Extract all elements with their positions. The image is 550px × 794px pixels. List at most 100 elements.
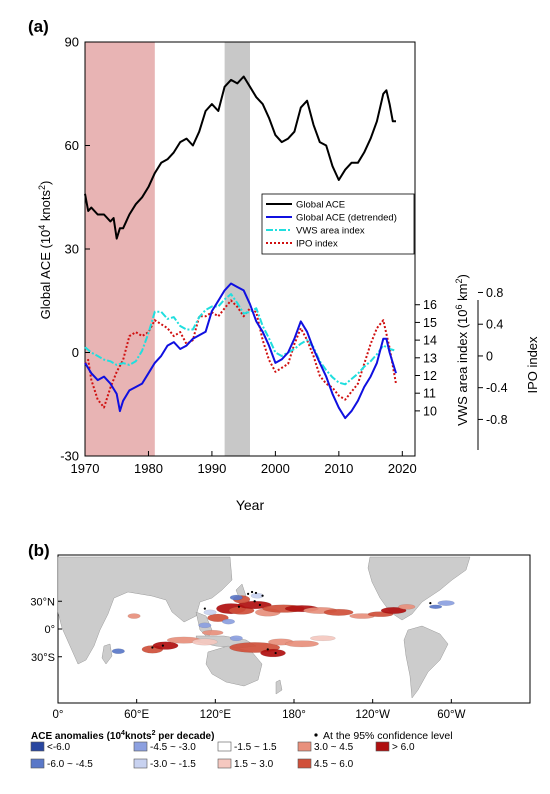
confidence-dot — [266, 648, 269, 651]
anomaly-patch — [437, 600, 455, 606]
y-tick-label-left: 60 — [65, 138, 79, 153]
anomaly-patch — [429, 604, 443, 609]
series-vws-area-index — [84, 293, 397, 386]
series-ipo-index — [84, 299, 397, 409]
legend-class-swatch — [133, 758, 148, 769]
y-tick-label-left: -30 — [60, 449, 79, 464]
y-tick-label-ipo: -0.4 — [486, 381, 508, 395]
confidence-dot — [151, 646, 154, 649]
anomaly-patch — [201, 629, 224, 636]
lon-tick-label: 60°W — [437, 709, 465, 721]
y-tick-label-ipo: -0.8 — [486, 413, 508, 427]
anomaly-patch — [260, 648, 286, 658]
confidence-dot — [161, 644, 164, 647]
map — [57, 554, 531, 704]
legend-label-ipo: IPO index — [296, 239, 338, 250]
y-tick-label-ipo: 0.4 — [486, 318, 503, 332]
confidence-dot — [250, 590, 254, 594]
confidence-dot — [203, 607, 206, 610]
anomaly-patch — [310, 635, 336, 642]
anomaly-patch — [127, 613, 141, 619]
anomaly-patch — [380, 607, 407, 614]
shaded-period-1 — [224, 42, 250, 456]
legend-class-swatch — [30, 741, 45, 752]
anomaly-patch — [284, 640, 319, 648]
y-tick-label-vws: 13 — [423, 351, 437, 365]
x-tick-label: 1990 — [197, 461, 226, 476]
legend-class-label: > 6.0 — [392, 742, 415, 753]
land-new-zealand — [275, 679, 283, 695]
legend-class-swatch — [297, 741, 312, 752]
y-tick-label-vws: 16 — [423, 298, 437, 312]
map-lon-axis: 0° 60°E 120°E 180° 120°W 60°W — [53, 699, 466, 721]
legend-class-label: 3.0 ~ 4.5 — [314, 742, 354, 753]
lon-tick-label: 180° — [282, 709, 306, 721]
confidence-dot — [253, 600, 256, 603]
ace-anomaly-patches — [111, 592, 455, 658]
confidence-dots — [151, 590, 432, 655]
y-axis-left: -30 0 30 60 90 — [60, 35, 90, 464]
y-tick-label-left: 0 — [72, 345, 79, 360]
confidence-dot — [261, 594, 264, 597]
anomaly-patch — [198, 622, 212, 629]
x-tick-label: 2000 — [261, 461, 290, 476]
anomaly-patch — [323, 608, 354, 616]
y-axis-ipo: -0.8 -0.4 0 0.4 0.8 — [478, 286, 508, 427]
anomaly-patch — [221, 618, 235, 625]
shaded-period-0 — [85, 42, 155, 456]
legend-a: Global ACE Global ACE (detrended) VWS ar… — [261, 193, 415, 255]
legend-label-vws: VWS area index — [296, 226, 365, 237]
legend-label-ace: Global ACE — [296, 200, 345, 211]
map-lat-axis: 30°N 0° 30°S — [30, 596, 62, 664]
y-axis-vws: 10 11 12 13 14 15 16 — [415, 298, 437, 418]
class-legend-items: <-6.0 -6.0 ~ -4.5 -4.5 ~ -3.0 -3.0 ~ -1.5 -1… — [30, 741, 415, 770]
y-tick-label-left: 30 — [65, 242, 79, 257]
y-tick-label-vws: 11 — [423, 387, 436, 401]
legend-class-swatch — [375, 741, 390, 752]
land-madagascar — [101, 643, 113, 665]
land-africa-eurasia — [57, 556, 233, 665]
x-tick-label: 2010 — [324, 461, 353, 476]
series-global-ace — [84, 75, 396, 240]
land-north-america — [367, 556, 471, 621]
y-tick-label-left: 90 — [65, 35, 79, 50]
y-axis-ipo-title: IPO index — [525, 336, 540, 394]
confidence-dot-symbol — [314, 733, 318, 737]
panel-a-label: (a) — [28, 17, 49, 36]
anomaly-patch — [229, 635, 243, 642]
legend-class-label: -1.5 ~ 1.5 — [234, 742, 277, 753]
legend-class-label: <-6.0 — [47, 742, 71, 753]
series-global-ace-detrended — [84, 282, 397, 420]
x-tick-label: 1970 — [71, 461, 100, 476]
lon-tick-label: 60°E — [124, 709, 149, 721]
confidence-dot — [258, 603, 262, 607]
lat-tick-label: 30°N — [30, 596, 55, 608]
y-axis-vws-title: VWS area index (106 km2) — [454, 274, 470, 426]
legend-class-label: -6.0 ~ -4.5 — [47, 759, 93, 770]
confidence-dot — [429, 602, 432, 605]
shaded-periods — [85, 42, 250, 456]
confidence-dot — [254, 591, 258, 595]
land-south-america — [403, 625, 449, 699]
confidence-dot — [247, 592, 250, 595]
x-tick-label: 2020 — [388, 461, 417, 476]
x-axis-title: Year — [236, 497, 265, 513]
y-tick-label-vws: 12 — [423, 369, 437, 383]
legend-class-label: -4.5 ~ -3.0 — [150, 742, 196, 753]
y-tick-label-vws: 14 — [423, 334, 437, 348]
legend-class-swatch — [133, 741, 148, 752]
y-tick-label-vws: 10 — [423, 404, 437, 418]
anomaly-patch — [207, 613, 229, 623]
anomaly-patch — [152, 641, 179, 650]
x-axis: 1970 1980 1990 2000 2010 2020 — [71, 451, 417, 476]
lat-tick-label: 0° — [44, 624, 55, 636]
x-tick-label: 1980 — [134, 461, 163, 476]
anomaly-patch — [192, 638, 218, 646]
legend-class-swatch — [217, 758, 232, 769]
anomaly-patch — [111, 648, 125, 655]
legend-class-label: 4.5 ~ 6.0 — [314, 759, 354, 770]
map-legend-title: ACE anomalies (104knots2 per decade) — [31, 730, 214, 742]
y-axis-left-title: Global ACE (104 knots2) — [37, 181, 53, 320]
lat-tick-label: 30°S — [31, 652, 55, 664]
